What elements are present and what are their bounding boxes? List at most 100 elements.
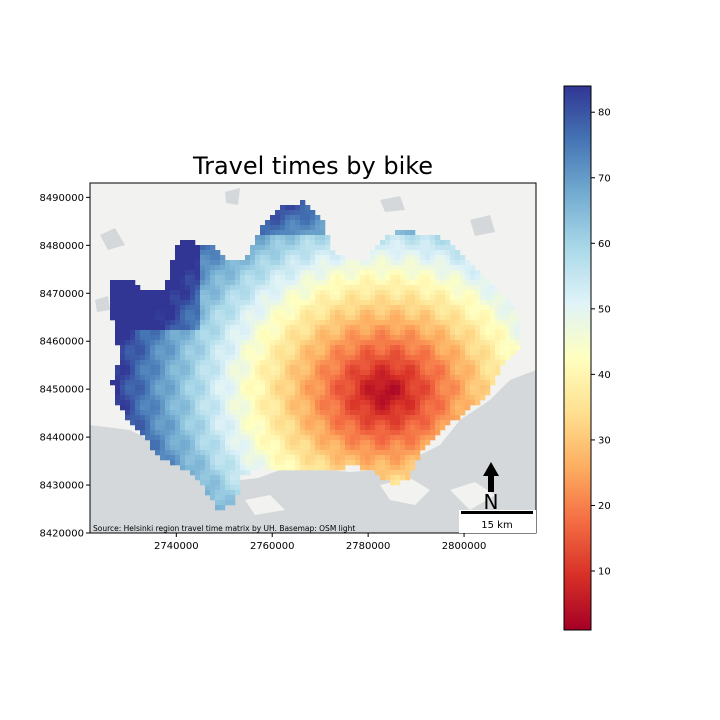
grid-cell	[150, 430, 156, 436]
grid-cell	[225, 420, 231, 426]
grid-cell	[255, 290, 261, 296]
grid-cell	[335, 345, 341, 351]
grid-cell	[235, 310, 241, 316]
grid-cell	[305, 410, 311, 416]
grid-cell	[345, 400, 351, 406]
grid-cell	[185, 320, 191, 326]
grid-cell	[370, 415, 376, 421]
grid-cell	[300, 240, 306, 246]
grid-cell	[340, 275, 346, 281]
grid-cell	[135, 330, 141, 336]
grid-cell	[420, 300, 426, 306]
grid-cell	[315, 430, 321, 436]
grid-cell	[170, 335, 176, 341]
grid-cell	[360, 345, 366, 351]
grid-cell	[220, 270, 226, 276]
grid-cell	[445, 260, 451, 266]
grid-cell	[500, 330, 506, 336]
grid-cell	[250, 465, 256, 471]
grid-cell	[435, 375, 441, 381]
grid-cell	[430, 340, 436, 346]
grid-cell	[295, 365, 301, 371]
grid-cell	[440, 285, 446, 291]
grid-cell	[510, 315, 516, 321]
grid-cell	[310, 260, 316, 266]
grid-cell	[210, 315, 216, 321]
grid-cell	[165, 335, 171, 341]
grid-cell	[240, 290, 246, 296]
grid-cell	[415, 430, 421, 436]
grid-cell	[110, 290, 116, 296]
grid-cell	[270, 460, 276, 466]
grid-cell	[160, 370, 166, 376]
grid-cell	[445, 255, 451, 261]
grid-cell	[300, 275, 306, 281]
grid-cell	[290, 250, 296, 256]
grid-cell	[155, 400, 161, 406]
grid-cell	[295, 305, 301, 311]
grid-cell	[185, 435, 191, 441]
grid-cell	[360, 350, 366, 356]
grid-cell	[360, 295, 366, 301]
grid-cell	[345, 295, 351, 301]
grid-cell	[385, 235, 391, 241]
grid-cell	[215, 370, 221, 376]
grid-cell	[340, 300, 346, 306]
grid-cell	[255, 245, 261, 251]
grid-cell	[180, 410, 186, 416]
grid-cell	[255, 435, 261, 441]
grid-cell	[330, 260, 336, 266]
grid-cell	[405, 240, 411, 246]
grid-cell	[300, 235, 306, 241]
grid-cell	[495, 365, 501, 371]
y-tick-label: 8480000	[39, 241, 84, 252]
grid-cell	[270, 375, 276, 381]
grid-cell	[430, 370, 436, 376]
grid-cell	[400, 440, 406, 446]
grid-cell	[375, 380, 381, 386]
grid-cell	[315, 435, 321, 441]
grid-cell	[395, 280, 401, 286]
grid-cell	[345, 280, 351, 286]
grid-cell	[245, 400, 251, 406]
grid-cell	[205, 265, 211, 271]
grid-cell	[280, 420, 286, 426]
grid-cell	[235, 425, 241, 431]
grid-cell	[160, 395, 166, 401]
grid-cell	[435, 385, 441, 391]
grid-cell	[180, 275, 186, 281]
grid-cell	[415, 310, 421, 316]
grid-cell	[285, 255, 291, 261]
grid-cell	[215, 300, 221, 306]
grid-cell	[195, 280, 201, 286]
grid-cell	[395, 395, 401, 401]
grid-cell	[465, 405, 471, 411]
grid-cell	[190, 270, 196, 276]
grid-cell	[125, 395, 131, 401]
grid-cell	[245, 410, 251, 416]
grid-cell	[265, 230, 271, 236]
grid-cell	[340, 345, 346, 351]
grid-cell	[410, 390, 416, 396]
grid-cell	[355, 400, 361, 406]
grid-cell	[420, 445, 426, 451]
grid-cell	[225, 275, 231, 281]
grid-cell	[255, 445, 261, 451]
grid-cell	[295, 250, 301, 256]
grid-cell	[315, 415, 321, 421]
grid-cell	[350, 260, 356, 266]
grid-cell	[250, 380, 256, 386]
grid-cell	[350, 375, 356, 381]
grid-cell	[120, 350, 126, 356]
grid-cell	[110, 280, 116, 286]
grid-cell	[475, 360, 481, 366]
grid-cell	[330, 430, 336, 436]
grid-cell	[320, 425, 326, 431]
grid-cell	[425, 235, 431, 241]
grid-cell	[290, 385, 296, 391]
grid-cell	[215, 260, 221, 266]
grid-cell	[370, 295, 376, 301]
grid-cell	[345, 335, 351, 341]
grid-cell	[235, 320, 241, 326]
grid-cell	[355, 285, 361, 291]
